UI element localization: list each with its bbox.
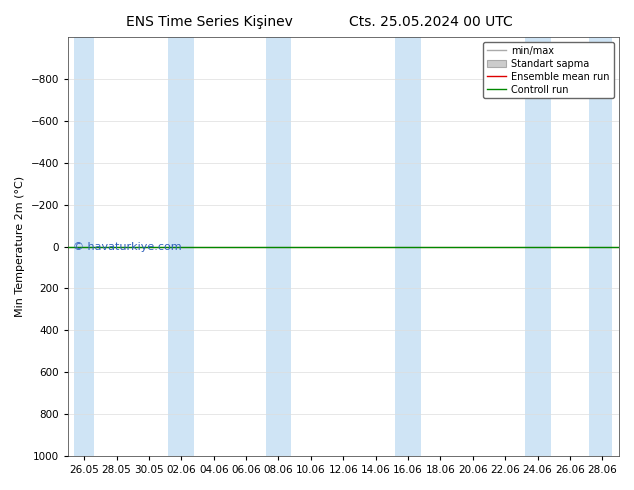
Bar — [169, 37, 194, 456]
Bar — [525, 37, 550, 456]
Text: ENS Time Series Kişinev: ENS Time Series Kişinev — [126, 15, 293, 29]
Bar — [74, 37, 94, 456]
Legend: min/max, Standart sapma, Ensemble mean run, Controll run: min/max, Standart sapma, Ensemble mean r… — [483, 42, 614, 98]
Bar — [590, 37, 612, 456]
Text: © havaturkiye.com: © havaturkiye.com — [74, 242, 182, 251]
Bar — [395, 37, 421, 456]
Bar — [266, 37, 292, 456]
Y-axis label: Min Temperature 2m (°C): Min Temperature 2m (°C) — [15, 176, 25, 317]
Text: Cts. 25.05.2024 00 UTC: Cts. 25.05.2024 00 UTC — [349, 15, 513, 29]
